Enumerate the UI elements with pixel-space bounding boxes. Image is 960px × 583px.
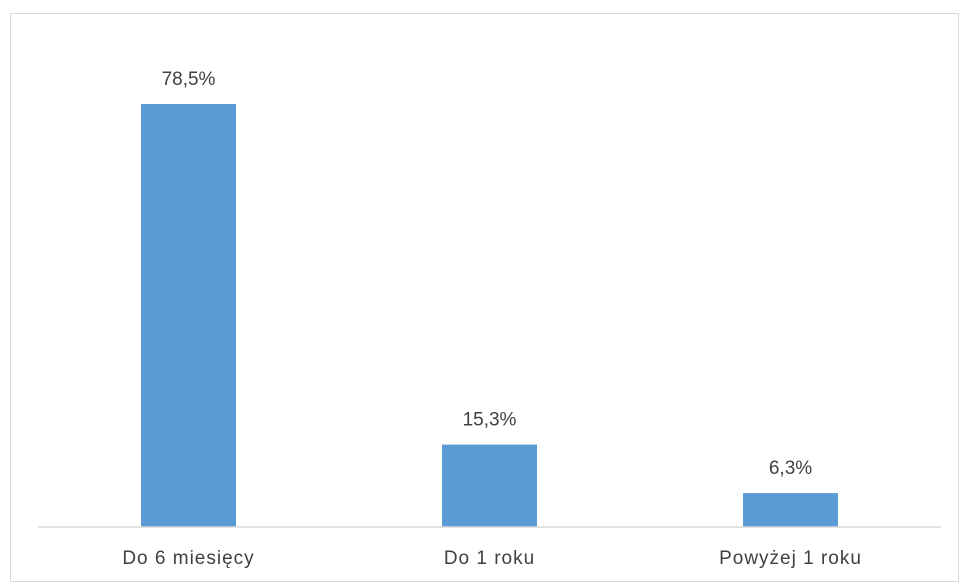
data-label-1: 15,3%	[463, 410, 517, 431]
x-tick-label-2: Powyżej 1 roku	[719, 548, 862, 569]
labels-layer: 78,5% 15,3% 6,3%	[162, 69, 813, 479]
bar-2	[743, 493, 838, 527]
x-tick-label-0: Do 6 miesięcy	[122, 548, 254, 569]
data-label-0: 78,5%	[162, 69, 216, 90]
bars-layer	[141, 104, 838, 527]
x-axis-ticks: Do 6 miesięcy Do 1 roku Powyżej 1 roku	[122, 548, 862, 569]
bar-0	[141, 104, 236, 527]
data-label-2: 6,3%	[769, 458, 812, 479]
x-tick-label-1: Do 1 roku	[444, 548, 535, 569]
bar-1	[442, 444, 537, 527]
